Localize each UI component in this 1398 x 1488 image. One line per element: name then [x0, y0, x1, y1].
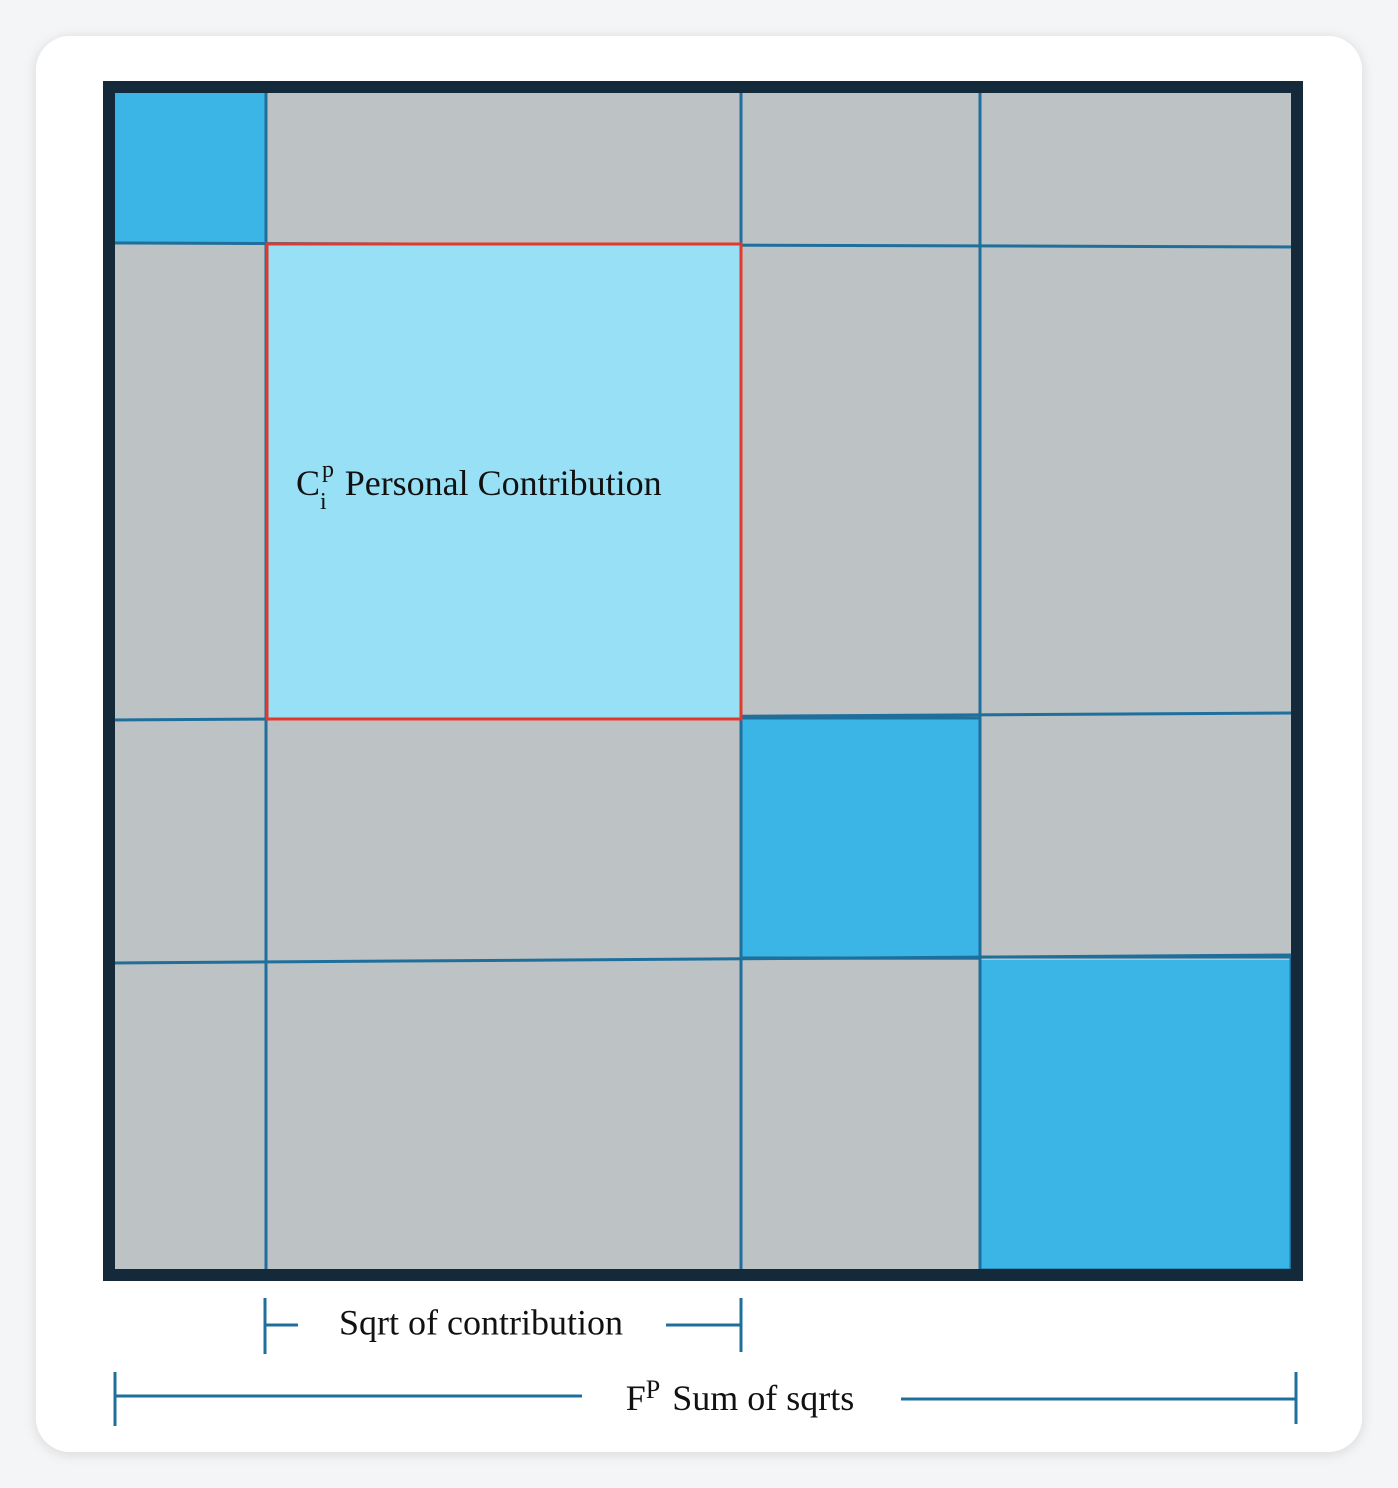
label-text: Personal Contribution — [345, 463, 662, 503]
inner-measure-label: Sqrt of contribution — [339, 1302, 623, 1342]
outer-measure-label: FP Sum of sqrts — [626, 1375, 855, 1418]
highlighted-cell — [265, 242, 743, 721]
symbol: C — [296, 463, 320, 503]
blue-cell — [980, 960, 1291, 1270]
blue-cell — [741, 718, 980, 960]
superscript: P — [646, 1375, 660, 1404]
outer-frame — [103, 81, 1303, 1281]
label-text: Sum of sqrts — [672, 1378, 854, 1418]
cell-label: Cp i Personal Contribution — [296, 457, 662, 515]
outer-bracket — [113, 1372, 1298, 1426]
superscript: p — [322, 457, 334, 483]
subscript: i — [320, 489, 327, 515]
grid — [103, 81, 1303, 1281]
blue-cell — [115, 93, 266, 244]
cell-outline — [739, 716, 982, 960]
inner-bracket — [263, 1298, 743, 1354]
symbol: F — [626, 1378, 646, 1418]
